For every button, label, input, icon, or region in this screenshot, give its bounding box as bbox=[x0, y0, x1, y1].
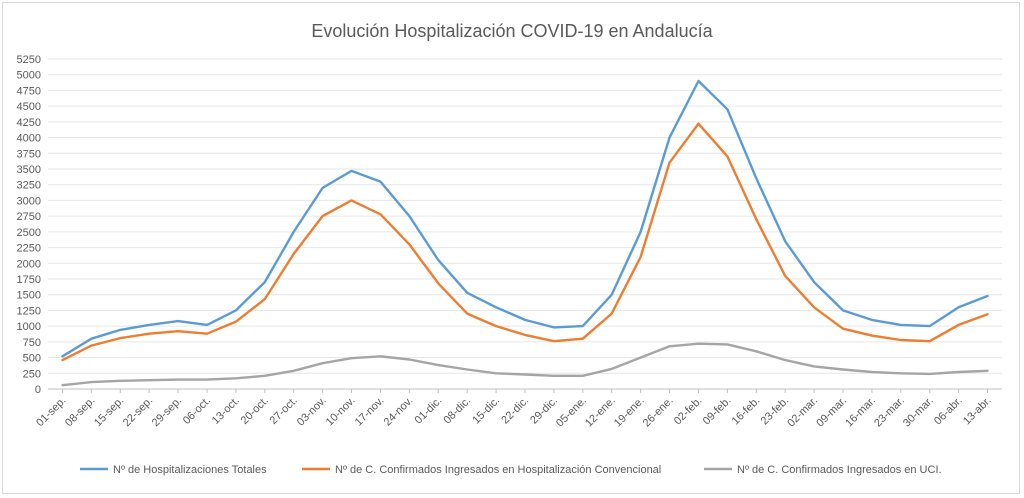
x-tick-label: 22-sep. bbox=[121, 395, 155, 429]
y-tick-label: 3750 bbox=[17, 148, 41, 160]
x-tick-label: 15-dic. bbox=[470, 395, 502, 427]
y-tick-label: 1750 bbox=[17, 274, 41, 286]
x-tick-label: 26-ene. bbox=[641, 395, 676, 430]
y-tick-label: 5000 bbox=[17, 70, 41, 82]
y-tick-label: 250 bbox=[23, 368, 41, 380]
chart-title: Evolución Hospitalización COVID-19 en An… bbox=[311, 21, 713, 41]
legend: Nº de Hospitalizaciones Totales Nº de C. … bbox=[80, 464, 942, 476]
y-tick-label: 3000 bbox=[17, 195, 41, 207]
y-tick-label: 4750 bbox=[17, 85, 41, 97]
legend-label-1: Nº de C. Confirmados Ingresados en Hospi… bbox=[335, 464, 661, 476]
y-axis-tick-labels: 0 250 500 750 1000 1250 1500 1750 2000 2250 2500 27… bbox=[17, 54, 41, 396]
x-tick-label: 13-oct. bbox=[210, 395, 242, 427]
y-tick-label: 500 bbox=[23, 353, 41, 365]
x-tick-label: 17-nov. bbox=[353, 395, 387, 429]
x-tick-label: 16-feb. bbox=[730, 395, 763, 428]
series-line-1 bbox=[61, 122, 989, 362]
y-tick-label: 4250 bbox=[17, 117, 41, 129]
x-axis: 01-sep.08-sep.15-sep.22-sep.29-sep.06-oc… bbox=[34, 389, 994, 430]
y-tick-label: 1500 bbox=[17, 290, 41, 302]
y-tick-label: 1250 bbox=[17, 305, 41, 317]
x-tick-label: 08-sep. bbox=[63, 395, 97, 429]
x-tick-label: 19-ene. bbox=[612, 395, 647, 430]
x-tick-label: 16-mar. bbox=[843, 395, 878, 430]
x-tick-label: 22-dic. bbox=[499, 395, 531, 427]
x-tick-label: 13-abr. bbox=[961, 395, 994, 428]
x-tick-label: 10-nov. bbox=[324, 395, 358, 429]
y-tick-label: 750 bbox=[23, 337, 41, 349]
y-tick-label: 4500 bbox=[17, 101, 41, 113]
x-tick-label: 27-oct. bbox=[268, 395, 300, 427]
series-line-0 bbox=[61, 79, 989, 358]
x-tick-label: 23-mar. bbox=[872, 395, 907, 430]
x-tick-label: 01-dic. bbox=[413, 395, 445, 427]
y-tick-label: 2750 bbox=[17, 211, 41, 223]
legend-label-0: Nº de Hospitalizaciones Totales bbox=[113, 464, 267, 476]
series-line-2 bbox=[61, 342, 989, 387]
series-lines bbox=[61, 79, 989, 387]
x-tick-label: 05-ene. bbox=[554, 395, 589, 430]
y-tick-label: 2000 bbox=[17, 258, 41, 270]
x-tick-label: 06-abr. bbox=[932, 395, 965, 428]
x-tick-label: 08-dic. bbox=[441, 395, 473, 427]
x-tick-label: 15-sep. bbox=[92, 395, 126, 429]
y-tick-label: 5250 bbox=[17, 54, 41, 66]
x-tick-label: 20-oct. bbox=[239, 395, 271, 427]
y-tick-label: 4000 bbox=[17, 133, 41, 145]
y-tick-label: 3500 bbox=[17, 164, 41, 176]
x-tick-label: 01-sep. bbox=[34, 395, 68, 429]
y-tick-label: 3250 bbox=[17, 180, 41, 192]
x-tick-label: 02-feb. bbox=[672, 395, 705, 428]
x-tick-label: 09-mar. bbox=[814, 395, 849, 430]
x-tick-label: 06-oct. bbox=[181, 395, 213, 427]
y-tick-label: 2500 bbox=[17, 227, 41, 239]
x-tick-label: 09-feb. bbox=[701, 395, 734, 428]
y-tick-label: 1000 bbox=[17, 321, 41, 333]
y-tick-label: 2250 bbox=[17, 243, 41, 255]
x-tick-label: 03-nov. bbox=[295, 395, 329, 429]
x-tick-label: 12-ene. bbox=[583, 395, 618, 430]
x-tick-label: 29-sep. bbox=[150, 395, 184, 429]
legend-label-2: Nº de C. Confirmados Ingresados en UCI. bbox=[737, 464, 942, 476]
x-tick-label: 02-mar. bbox=[785, 395, 820, 430]
x-tick-label: 24-nov. bbox=[382, 395, 416, 429]
x-tick-label: 30-mar. bbox=[901, 395, 936, 430]
grid-lines bbox=[48, 58, 1002, 390]
y-tick-label: 0 bbox=[35, 384, 41, 396]
